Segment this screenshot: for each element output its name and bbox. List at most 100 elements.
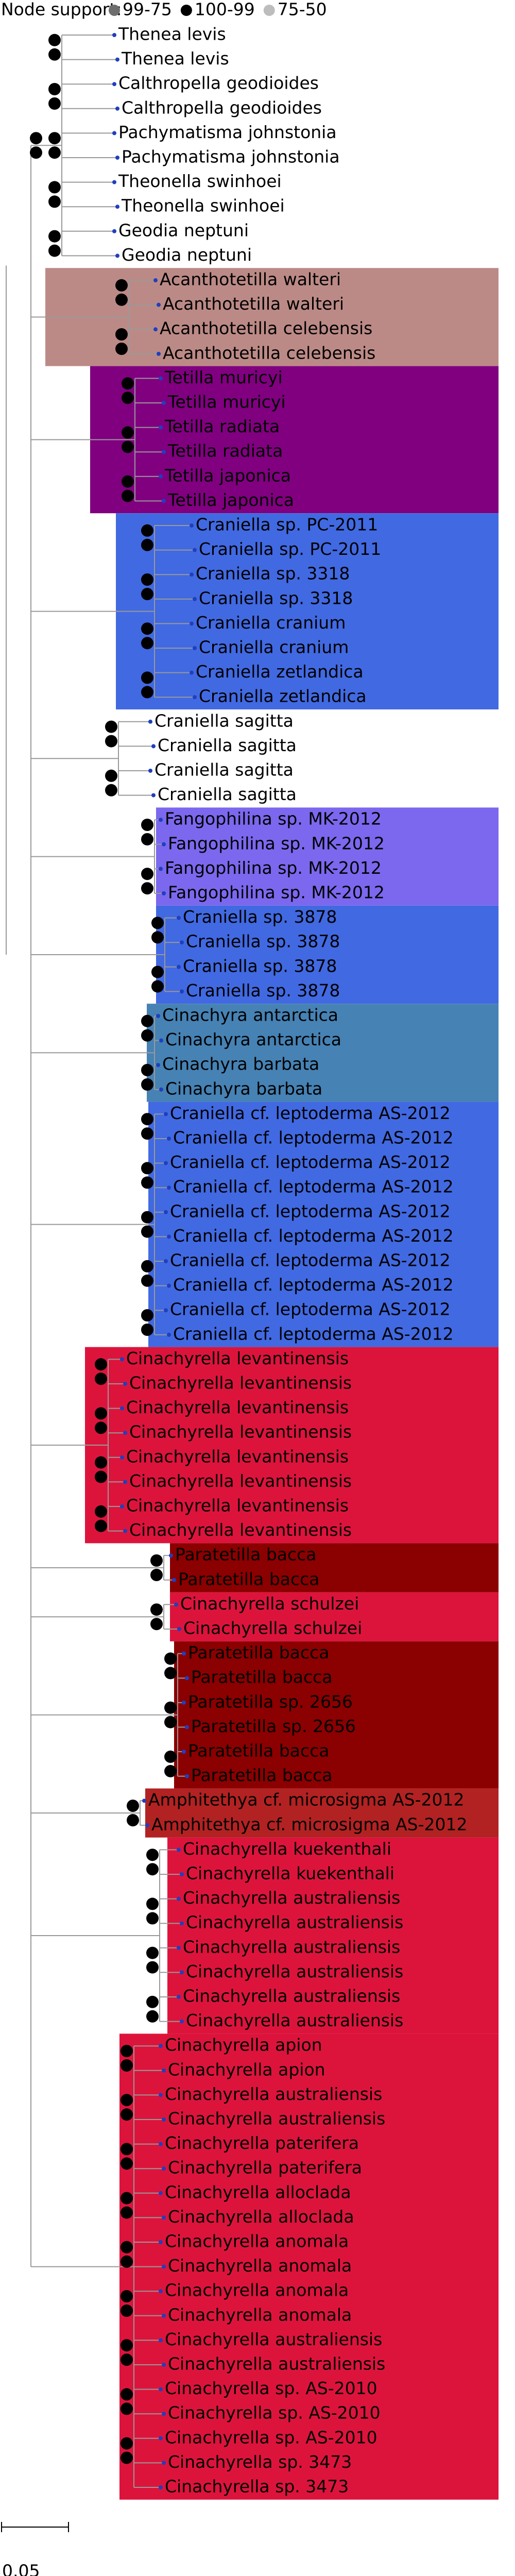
node-marker bbox=[153, 278, 158, 282]
clade-box bbox=[85, 1347, 499, 1544]
support-dot bbox=[121, 2059, 133, 2072]
taxon-label: Cinachyrella australiensis bbox=[168, 2109, 385, 2129]
taxon-label: Paratetilla bacca bbox=[191, 1667, 333, 1687]
taxon-label: Craniella sp. 3878 bbox=[186, 931, 340, 952]
node-marker bbox=[185, 1725, 189, 1730]
taxon-label: Geodia neptuni bbox=[118, 220, 249, 240]
taxon-label: Craniella cf. leptoderma AS-2012 bbox=[170, 1250, 451, 1270]
taxon-label: Cinachyrella levantinensis bbox=[129, 1520, 352, 1540]
node-marker bbox=[159, 425, 163, 430]
node-marker bbox=[177, 1627, 181, 1631]
support-dot bbox=[150, 1554, 163, 1567]
taxon-label: Craniella sagitta bbox=[158, 784, 297, 804]
support-dot bbox=[141, 1162, 153, 1175]
taxon-label: Calthropella geodioides bbox=[118, 73, 319, 93]
support-dot bbox=[141, 573, 153, 586]
support-dot bbox=[164, 1750, 177, 1763]
node-marker bbox=[123, 1382, 127, 1386]
node-marker bbox=[174, 1602, 178, 1607]
support-dot bbox=[146, 1995, 159, 2008]
taxon-label: Craniella cf. leptoderma AS-2012 bbox=[170, 1201, 451, 1221]
taxon-label: Cinachyrella sp. 3473 bbox=[165, 2477, 349, 2497]
support-dot bbox=[141, 1274, 153, 1287]
support-dot bbox=[141, 1078, 153, 1091]
node-marker bbox=[162, 401, 166, 405]
support-dot bbox=[141, 1211, 153, 1224]
node-marker bbox=[182, 1651, 186, 1656]
node-marker bbox=[159, 2485, 163, 2489]
node-marker bbox=[159, 2436, 163, 2441]
support-dot bbox=[141, 1029, 153, 1042]
support-dot bbox=[48, 83, 61, 95]
taxon-label: Craniella sp. 3878 bbox=[183, 956, 337, 976]
node-marker bbox=[151, 744, 156, 749]
taxon-label: Craniella sagitta bbox=[154, 760, 294, 780]
taxon-label: Craniella cf. leptoderma AS-2012 bbox=[173, 1128, 454, 1148]
node-marker bbox=[162, 499, 166, 503]
taxon-label: Craniella sp. 3878 bbox=[183, 907, 337, 927]
taxon-label: Craniella cranium bbox=[196, 613, 346, 633]
taxon-label: Amphitethya cf. microsigma AS-2012 bbox=[151, 1814, 468, 1834]
support-dot bbox=[122, 377, 134, 390]
clade-box bbox=[170, 1543, 499, 1592]
support-dot bbox=[146, 1849, 159, 1861]
node-marker bbox=[164, 1112, 168, 1116]
support-dot bbox=[141, 1225, 153, 1238]
support-dot bbox=[141, 686, 153, 699]
taxon-label: Cinachyrella paterifera bbox=[165, 2133, 359, 2153]
support-dot bbox=[150, 1569, 163, 1581]
taxon-label: Cinachyrella anomala bbox=[168, 2256, 352, 2276]
node-marker bbox=[180, 2019, 184, 2024]
taxon-label: Cinachyrella levantinensis bbox=[126, 1446, 349, 1466]
support-dot bbox=[95, 1519, 107, 1532]
support-dot bbox=[151, 917, 164, 929]
support-dot bbox=[146, 1897, 159, 1910]
taxon-label: Tetilla japonica bbox=[167, 490, 294, 510]
node-marker bbox=[180, 1921, 184, 1926]
clade-box bbox=[167, 1837, 499, 2034]
taxon-label: Pachymatisma johnstonia bbox=[118, 122, 337, 142]
node-marker bbox=[185, 1774, 189, 1778]
support-dot bbox=[151, 931, 164, 944]
support-dot bbox=[95, 1470, 107, 1483]
taxon-label: Cinachyrella kuekenthali bbox=[186, 1863, 394, 1884]
taxon-label: Paratetilla bacca bbox=[188, 1741, 330, 1761]
taxon-label: Paratetilla sp. 2656 bbox=[191, 1716, 356, 1736]
node-marker bbox=[156, 1014, 160, 1018]
taxon-label: Amphitethya cf. microsigma AS-2012 bbox=[148, 1790, 465, 1810]
node-marker bbox=[120, 1504, 124, 1509]
node-marker bbox=[180, 1872, 184, 1876]
legend-label: 99-75 bbox=[123, 0, 172, 20]
support-dot bbox=[141, 538, 153, 551]
taxon-label: Thenea levis bbox=[121, 48, 229, 69]
node-marker bbox=[112, 180, 116, 184]
support-dot bbox=[121, 2339, 133, 2352]
support-dot bbox=[146, 1961, 159, 1974]
taxon-label: Cinachyrella australiensis bbox=[186, 1961, 403, 1981]
node-marker bbox=[167, 1185, 171, 1190]
clade-box bbox=[156, 905, 499, 1004]
scale-bar-label: 0.05 bbox=[2, 2561, 40, 2576]
support-dot bbox=[121, 2304, 133, 2317]
support-dot bbox=[95, 1407, 107, 1420]
support-dot bbox=[121, 2143, 133, 2156]
node-marker bbox=[148, 719, 152, 724]
taxon-label: Craniella cf. leptoderma AS-2012 bbox=[173, 1177, 454, 1197]
node-marker bbox=[112, 229, 116, 233]
taxon-label: Cinachyrella australiensis bbox=[168, 2354, 385, 2374]
taxon-label: Cinachyrella apion bbox=[165, 2035, 322, 2055]
taxon-label: Cinachyrella alloclada bbox=[165, 2182, 351, 2202]
taxon-label: Cinachyrella anomala bbox=[168, 2304, 352, 2325]
node-marker bbox=[115, 253, 119, 258]
taxon-label: Fangophilina sp. MK-2012 bbox=[165, 858, 382, 878]
taxon-label: Craniella sp. 3318 bbox=[199, 588, 353, 608]
node-marker bbox=[177, 964, 181, 969]
taxon-label: Cinachyrella australiensis bbox=[165, 2084, 382, 2104]
node-marker bbox=[112, 33, 116, 37]
taxon-label: Cinachyrella australiensis bbox=[186, 1912, 403, 1933]
node-marker bbox=[164, 1161, 168, 1165]
support-dot bbox=[164, 1667, 177, 1680]
branches bbox=[6, 35, 196, 2488]
taxon-label: Acanthotetilla walteri bbox=[160, 269, 341, 290]
